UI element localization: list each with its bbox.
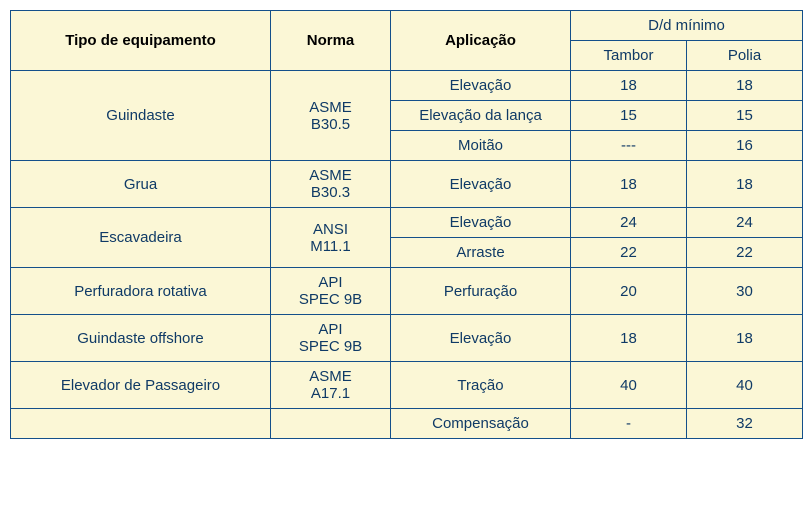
- cell-equip: [11, 409, 271, 439]
- cell-polia: 18: [687, 315, 803, 362]
- cell-aplic: Elevação: [391, 71, 571, 101]
- header-row-1: Tipo de equipamento Norma Aplicação D/d …: [11, 11, 803, 41]
- col-tambor: Tambor: [571, 41, 687, 71]
- cell-aplic: Moitão: [391, 131, 571, 161]
- cell-polia: 22: [687, 238, 803, 268]
- cell-aplic: Compensação: [391, 409, 571, 439]
- cell-aplic: Elevação da lança: [391, 101, 571, 131]
- table-row: GruaASMEB30.3Elevação1818: [11, 161, 803, 208]
- cell-polia: 32: [687, 409, 803, 439]
- cell-tambor: 18: [571, 71, 687, 101]
- cell-equip: Elevador de Passageiro: [11, 362, 271, 409]
- cell-norma: ASMEB30.3: [271, 161, 391, 208]
- cell-polia: 30: [687, 268, 803, 315]
- cell-polia: 15: [687, 101, 803, 131]
- cell-tambor: 18: [571, 315, 687, 362]
- col-ddmin: D/d mínimo: [571, 11, 803, 41]
- equipment-table: Tipo de equipamento Norma Aplicação D/d …: [10, 10, 803, 439]
- cell-norma: APISPEC 9B: [271, 268, 391, 315]
- cell-tambor: 40: [571, 362, 687, 409]
- cell-tambor: -: [571, 409, 687, 439]
- table-row: Elevador de PassageiroASMEA17.1Tração404…: [11, 362, 803, 409]
- table-row: GuindasteASMEB30.5Elevação1818: [11, 71, 803, 101]
- cell-equip: Perfuradora rotativa: [11, 268, 271, 315]
- cell-aplic: Elevação: [391, 315, 571, 362]
- cell-equip: Escavadeira: [11, 208, 271, 268]
- cell-aplic: Elevação: [391, 161, 571, 208]
- cell-tambor: ---: [571, 131, 687, 161]
- col-polia: Polia: [687, 41, 803, 71]
- cell-equip: Guindaste: [11, 71, 271, 161]
- cell-tambor: 18: [571, 161, 687, 208]
- col-equip: Tipo de equipamento: [11, 11, 271, 71]
- table-row: Perfuradora rotativaAPISPEC 9BPerfuração…: [11, 268, 803, 315]
- cell-norma: [271, 409, 391, 439]
- cell-aplic: Elevação: [391, 208, 571, 238]
- cell-norma: APISPEC 9B: [271, 315, 391, 362]
- cell-equip: Guindaste offshore: [11, 315, 271, 362]
- cell-norma: ANSIM11.1: [271, 208, 391, 268]
- cell-equip: Grua: [11, 161, 271, 208]
- cell-tambor: 20: [571, 268, 687, 315]
- cell-polia: 16: [687, 131, 803, 161]
- cell-tambor: 24: [571, 208, 687, 238]
- cell-norma: ASMEB30.5: [271, 71, 391, 161]
- cell-aplic: Tração: [391, 362, 571, 409]
- cell-tambor: 22: [571, 238, 687, 268]
- col-norma: Norma: [271, 11, 391, 71]
- cell-polia: 18: [687, 71, 803, 101]
- table-body: GuindasteASMEB30.5Elevação1818Elevação d…: [11, 71, 803, 439]
- cell-aplic: Arraste: [391, 238, 571, 268]
- cell-aplic: Perfuração: [391, 268, 571, 315]
- table-row: Guindaste offshoreAPISPEC 9BElevação1818: [11, 315, 803, 362]
- cell-norma: ASMEA17.1: [271, 362, 391, 409]
- table-row: Compensação-32: [11, 409, 803, 439]
- col-aplic: Aplicação: [391, 11, 571, 71]
- cell-polia: 18: [687, 161, 803, 208]
- cell-polia: 40: [687, 362, 803, 409]
- cell-polia: 24: [687, 208, 803, 238]
- cell-tambor: 15: [571, 101, 687, 131]
- table-row: EscavadeiraANSIM11.1Elevação2424: [11, 208, 803, 238]
